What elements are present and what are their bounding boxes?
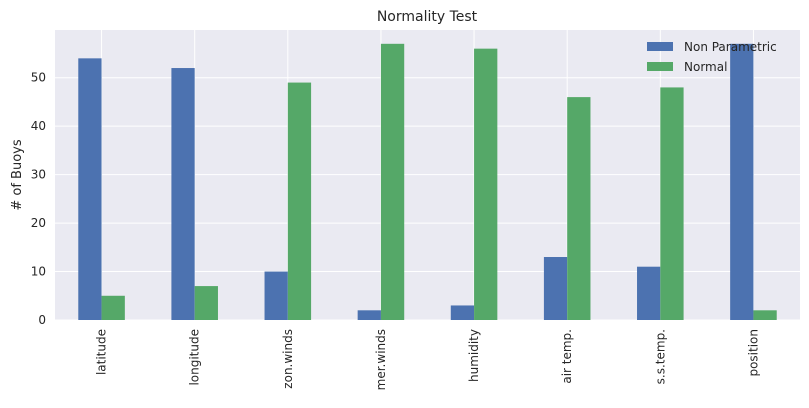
- bar-normal: [194, 286, 218, 320]
- x-tick-label: latitude: [95, 329, 109, 375]
- bar-non-parametric: [357, 310, 381, 320]
- legend-label: Non Parametric: [684, 40, 777, 54]
- bar-normal: [753, 310, 777, 320]
- y-tick-label: 10: [31, 265, 46, 279]
- y-axis-label: # of Buoys: [10, 139, 25, 210]
- bar-normal: [474, 48, 498, 321]
- bar-non-parametric: [637, 266, 661, 320]
- x-tick-label: zon.winds: [281, 329, 295, 389]
- legend-swatch: [647, 42, 673, 51]
- x-tick-label: mer.winds: [374, 329, 388, 390]
- bar-normal: [287, 82, 312, 321]
- x-tick-label: air temp.: [560, 329, 574, 384]
- x-tick-label: humidity: [467, 329, 481, 382]
- bar-normal: [567, 97, 591, 321]
- y-tick-label: 40: [31, 119, 46, 133]
- x-tick-label: longitude: [188, 329, 202, 386]
- bar-non-parametric: [264, 271, 288, 320]
- bar-non-parametric: [78, 58, 102, 321]
- x-tick-label: position: [746, 329, 760, 377]
- plot-area: 0 10 20 30 40 50 latitude longitude zon.winds mer…: [31, 30, 800, 390]
- bar-non-parametric: [543, 257, 568, 320]
- bar-non-parametric: [450, 305, 475, 320]
- chart-title: Normality Test: [377, 9, 478, 25]
- y-tick-label: 0: [38, 313, 46, 327]
- bar-normal: [380, 43, 405, 321]
- bar-non-parametric: [171, 68, 195, 320]
- bar-non-parametric: [730, 43, 754, 321]
- y-tick-label: 20: [31, 216, 46, 230]
- x-tick-label: s.s.temp.: [653, 329, 667, 384]
- bar-normal: [660, 87, 684, 320]
- legend-label: Normal: [684, 60, 727, 74]
- bar-normal: [101, 295, 125, 320]
- legend-swatch: [647, 62, 673, 71]
- y-tick-label: 30: [31, 168, 46, 182]
- y-tick-label: 50: [31, 71, 46, 85]
